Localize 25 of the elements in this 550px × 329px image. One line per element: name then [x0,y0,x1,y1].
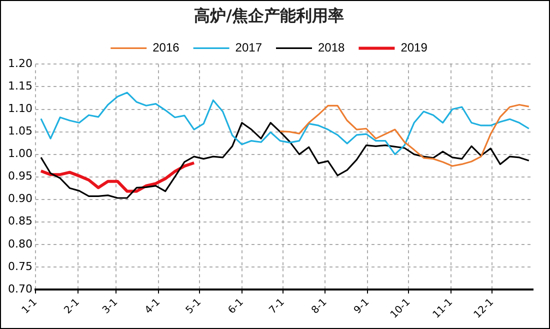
y-tick-label: 0.95 [8,170,32,183]
y-tick-label: 0.85 [8,214,32,228]
y-tick-label: 1.15 [8,80,32,93]
x-tick-label: 6-1 [226,296,246,316]
x-tick-label: 3-1 [100,296,120,316]
y-tick-label: 1.20 [8,57,32,70]
y-tick-label: 1.05 [8,124,32,138]
y-tick-label: 1.10 [8,102,32,116]
y-tick-label: 0.80 [8,237,32,250]
legend-label: 2016 [152,40,180,55]
y-tick-label: 0.90 [8,192,32,206]
x-tick-label: 5-1 [184,296,204,316]
y-tick-label: 0.70 [8,282,32,296]
x-tick-label: 1-1 [20,296,40,316]
x-tick-label: 9-1 [352,296,372,316]
legend-label: 2017 [235,40,262,55]
x-tick-label: 4-1 [143,296,162,316]
y-tick-label: 0.75 [8,260,32,273]
x-tick-label: 8-1 [310,296,330,316]
legend-label: 2019 [400,40,428,55]
x-tick-label: 7-1 [268,296,287,316]
legend-label: 2018 [318,40,346,55]
y-tick-label: 1.00 [8,147,32,160]
x-tick-label: 2-1 [62,296,82,316]
chart-title: 高炉/焦企产能利用率 [194,6,344,25]
